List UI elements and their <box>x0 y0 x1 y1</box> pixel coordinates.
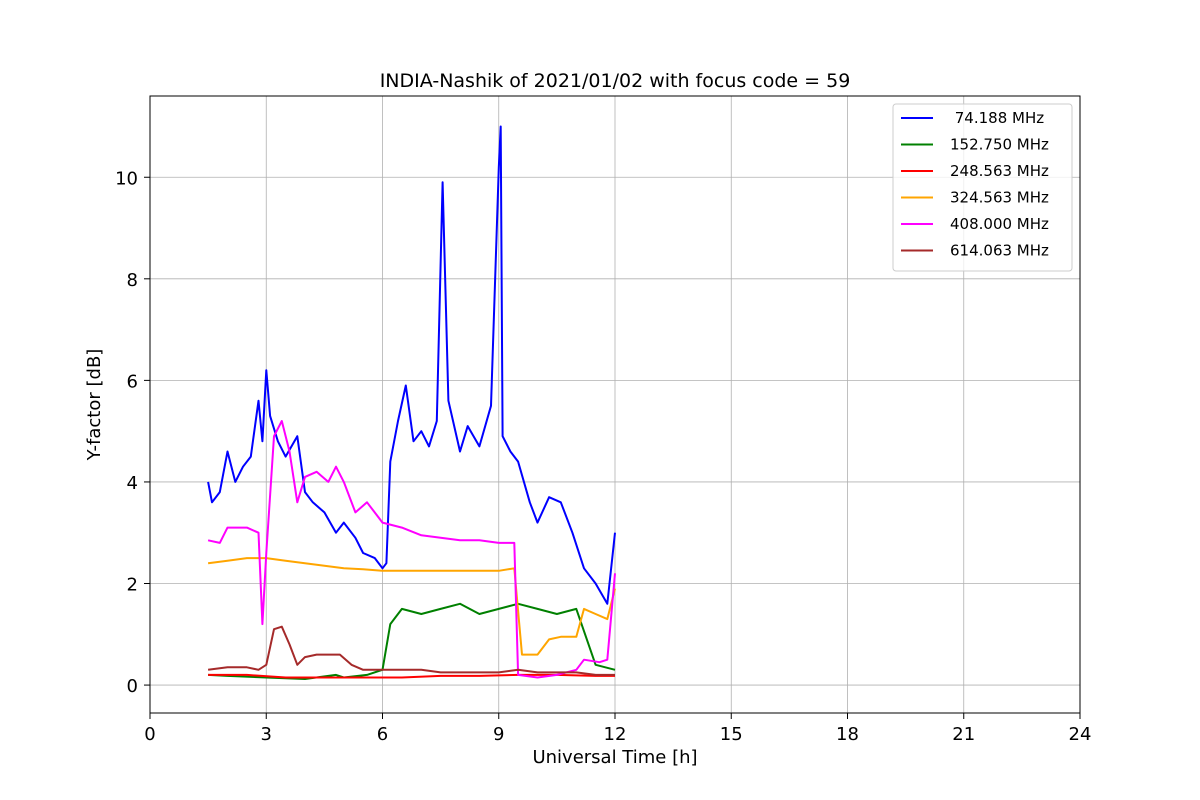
y-tick-label: 10 <box>115 168 138 189</box>
x-tick-label: 21 <box>952 724 975 745</box>
chart-title: INDIA-Nashik of 2021/01/02 with focus co… <box>380 70 851 92</box>
legend-label: 408.000 MHz <box>950 215 1049 233</box>
legend: 74.188 MHz 152.750 MHz 248.563 MHz 324.563 … <box>892 103 1073 272</box>
legend-label: 614.063 MHz <box>950 242 1049 260</box>
y-tick-label: 0 <box>127 676 138 697</box>
x-axis: 0 3 6 9 12 15 18 21 24 <box>144 713 1091 745</box>
x-tick-label: 6 <box>377 724 388 745</box>
x-tick-label: 15 <box>720 724 743 745</box>
series-lines <box>207 125 616 680</box>
series-line <box>207 125 616 605</box>
legend-label: 324.563 MHz <box>950 189 1049 207</box>
y-axis-label: Y-factor [dB] <box>84 349 105 462</box>
legend-label: 248.563 MHz <box>950 162 1049 180</box>
legend-label: 74.188 MHz <box>950 109 1044 127</box>
x-tick-label: 18 <box>836 724 859 745</box>
legend-box <box>892 103 1073 272</box>
y-tick-label: 6 <box>127 371 138 392</box>
x-tick-label: 12 <box>604 724 627 745</box>
series-line <box>207 420 616 679</box>
series-line <box>207 625 615 676</box>
series-line <box>208 673 615 679</box>
x-tick-label: 24 <box>1069 724 1092 745</box>
series-line <box>207 557 616 656</box>
x-tick-label: 9 <box>493 724 504 745</box>
y-axis: 0 2 4 6 8 10 <box>115 168 150 697</box>
x-tick-label: 0 <box>144 724 155 745</box>
legend-label: 152.750 MHz <box>950 136 1049 154</box>
y-tick-label: 2 <box>127 575 138 596</box>
x-tick-label: 3 <box>261 724 272 745</box>
y-tick-label: 4 <box>127 473 138 494</box>
y-tick-label: 8 <box>127 270 138 291</box>
x-axis-label: Universal Time [h] <box>532 747 697 768</box>
